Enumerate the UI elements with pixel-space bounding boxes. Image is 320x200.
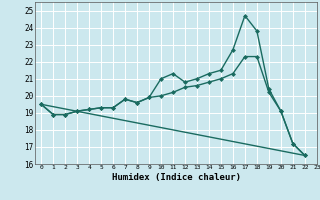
X-axis label: Humidex (Indice chaleur): Humidex (Indice chaleur) — [111, 173, 241, 182]
